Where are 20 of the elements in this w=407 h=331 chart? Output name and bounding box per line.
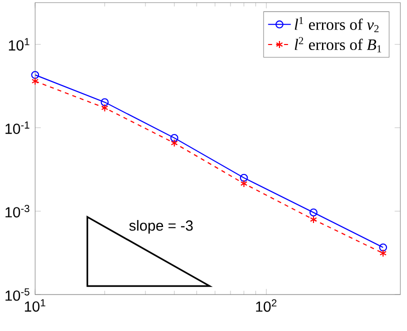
x-tick-label: 10$^{2}$ (256, 299, 276, 312)
y-tick-label: 10$^{-1}$ (6, 122, 30, 134)
point (170, 134, 178, 142)
point (380, 249, 387, 258)
point (240, 174, 248, 182)
point (379, 244, 388, 252)
legend-label: l$^{2}$ errors of B$_{1}$ (294, 37, 382, 53)
point (310, 208, 318, 217)
point (32, 77, 39, 86)
y-tick-label: 10$^{1}$ (8, 38, 30, 51)
legend-label: l$^{1}$ errors of v$_{2}$ (294, 17, 379, 32)
y-tick-label: 10$^{-5}$ (6, 288, 30, 302)
point (310, 216, 318, 224)
point (100, 98, 109, 106)
point (170, 139, 178, 148)
point (240, 180, 248, 188)
point (101, 104, 108, 112)
annotation: slope = -3 (129, 220, 193, 234)
point (31, 71, 40, 80)
y-tick-label: 10$^{-3}$ (6, 205, 30, 218)
